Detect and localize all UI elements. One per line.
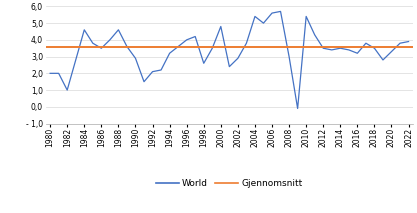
World bbox=[278, 10, 283, 13]
World bbox=[158, 69, 163, 71]
World bbox=[312, 34, 317, 36]
World bbox=[227, 65, 232, 68]
World bbox=[244, 42, 249, 45]
World bbox=[397, 42, 402, 45]
World bbox=[347, 49, 352, 51]
World bbox=[363, 42, 368, 45]
World bbox=[124, 45, 129, 48]
World bbox=[141, 81, 146, 83]
World bbox=[73, 59, 78, 61]
World bbox=[90, 42, 95, 45]
World bbox=[295, 107, 300, 110]
World bbox=[389, 50, 394, 53]
World bbox=[269, 12, 274, 14]
World bbox=[133, 57, 138, 60]
World bbox=[167, 52, 172, 55]
Line: World: World bbox=[50, 12, 409, 108]
World bbox=[261, 22, 266, 24]
World bbox=[56, 72, 61, 75]
Legend: World, Gjennomsnitt: World, Gjennomsnitt bbox=[152, 176, 306, 192]
World bbox=[150, 70, 155, 73]
World bbox=[65, 89, 70, 91]
World bbox=[304, 15, 309, 18]
World bbox=[286, 55, 291, 58]
World bbox=[355, 52, 360, 55]
World bbox=[252, 15, 257, 18]
World bbox=[184, 39, 189, 41]
World bbox=[406, 40, 411, 43]
World bbox=[338, 47, 343, 49]
World bbox=[99, 47, 104, 49]
World bbox=[210, 47, 215, 49]
World bbox=[321, 47, 326, 49]
World bbox=[193, 35, 198, 38]
World bbox=[48, 72, 53, 75]
World bbox=[107, 39, 112, 41]
World bbox=[235, 57, 240, 60]
World bbox=[176, 45, 181, 48]
World bbox=[116, 29, 121, 31]
World bbox=[372, 47, 377, 49]
World bbox=[329, 49, 334, 51]
World bbox=[219, 25, 224, 28]
World bbox=[82, 29, 87, 31]
World bbox=[380, 59, 385, 61]
World bbox=[201, 62, 206, 65]
